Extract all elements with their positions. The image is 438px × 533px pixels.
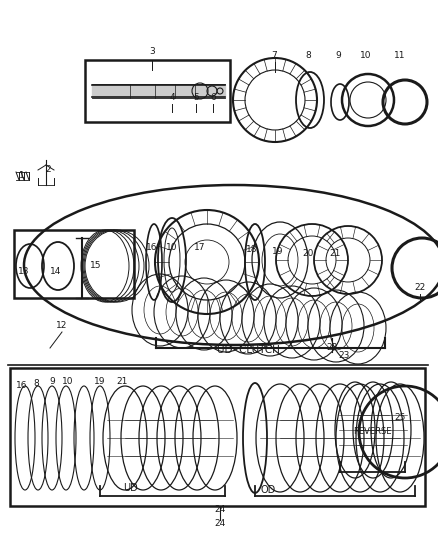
Bar bbox=[10, 368, 425, 506]
Text: 12: 12 bbox=[57, 320, 68, 329]
Text: 2: 2 bbox=[45, 166, 51, 174]
Text: 19: 19 bbox=[272, 247, 284, 256]
Text: 10: 10 bbox=[62, 376, 74, 385]
Text: 16: 16 bbox=[146, 244, 158, 253]
Text: 18: 18 bbox=[246, 246, 258, 254]
Text: 11: 11 bbox=[394, 52, 406, 61]
Text: 13: 13 bbox=[18, 268, 30, 277]
Text: 5: 5 bbox=[193, 93, 199, 102]
Text: 16: 16 bbox=[16, 381, 28, 390]
Text: 8: 8 bbox=[305, 52, 311, 61]
Text: 19: 19 bbox=[94, 376, 106, 385]
Text: 7: 7 bbox=[271, 52, 277, 61]
Text: 23: 23 bbox=[338, 351, 350, 360]
Text: 9: 9 bbox=[49, 376, 55, 385]
Text: UD  CLUTCH: UD CLUTCH bbox=[216, 345, 279, 355]
Text: 24: 24 bbox=[214, 520, 226, 529]
Text: 21: 21 bbox=[329, 249, 341, 259]
Text: 4: 4 bbox=[169, 93, 175, 102]
Text: 6: 6 bbox=[210, 93, 216, 102]
Text: 10: 10 bbox=[360, 52, 372, 61]
Text: 1: 1 bbox=[19, 171, 25, 180]
Bar bbox=[85, 60, 230, 122]
Text: UD: UD bbox=[123, 483, 138, 493]
Text: OD: OD bbox=[260, 485, 276, 495]
Text: 25: 25 bbox=[394, 414, 406, 423]
Text: 3: 3 bbox=[149, 47, 155, 56]
Text: 10: 10 bbox=[166, 244, 178, 253]
Text: 21: 21 bbox=[117, 376, 128, 385]
Text: 23: 23 bbox=[326, 343, 338, 352]
Text: 22: 22 bbox=[414, 284, 426, 293]
Text: 24: 24 bbox=[214, 505, 226, 514]
Text: 15: 15 bbox=[90, 261, 102, 270]
Text: 17: 17 bbox=[194, 244, 206, 253]
Text: 20: 20 bbox=[302, 249, 314, 259]
Text: 8: 8 bbox=[33, 378, 39, 387]
Text: 9: 9 bbox=[335, 52, 341, 61]
Bar bbox=[14, 230, 134, 298]
Text: REVERSE: REVERSE bbox=[353, 427, 391, 437]
Text: 14: 14 bbox=[50, 268, 62, 277]
